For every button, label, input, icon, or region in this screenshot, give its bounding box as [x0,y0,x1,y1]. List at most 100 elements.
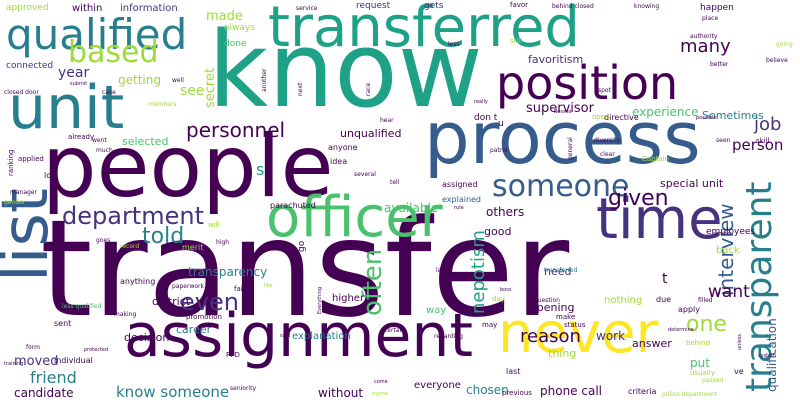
word-still: still [510,37,523,45]
word-assignment: assignment [124,301,473,371]
word-rhyme: rhyme [372,391,389,397]
word-anyone: anyone [328,143,358,152]
word-decision: decision [124,331,170,344]
word-behind-closed: behind closed [552,3,594,10]
word-clear: clear [600,151,615,158]
word-ranking: ranking [7,149,15,176]
word-rule: rule [454,205,464,211]
word-based: based [68,35,159,70]
word-chosen: chosen [466,383,509,397]
word-special-unit: special unit [660,177,724,190]
word-selected: selected [122,135,169,148]
word-promotion: promotion [186,313,222,321]
word-said: said [280,333,291,339]
word-everything: Everything [317,286,323,314]
word-service: service [296,5,318,12]
word-way: way [426,305,447,316]
word-lack: lack [436,267,449,274]
word-place: place [702,15,719,22]
word-don-t: don t [474,113,498,123]
word-status: status [564,321,586,329]
word-regarding: regarding [434,333,463,340]
word-explained: explained [442,195,482,204]
word-information: information [120,3,178,14]
word-bosses: Bosses [554,109,572,115]
word-another: another [261,68,268,92]
word-given: given [608,186,669,211]
word-person: person [732,136,784,154]
word-one: one [686,312,727,337]
word-really: really [474,99,488,105]
word-like: like [264,283,273,289]
word-favor: favor [510,1,529,9]
word-moved: moved [14,354,59,369]
word-explanation: explanation [292,331,351,342]
word-ppd: PPD [226,351,240,359]
word-know-someone: know someone [116,383,230,400]
word-unless: unless [737,333,743,350]
word-someone: someone [492,169,630,204]
word-getting: getting [118,73,161,87]
word-went: went [92,137,107,144]
word-boss: boss [500,287,512,293]
word-better: better [710,61,729,68]
word-form: form [26,344,40,351]
word-believe: believe [766,57,788,64]
word-personnel: personnel [186,118,286,142]
word-make: make [556,313,576,321]
word-people: people [42,117,334,217]
word-parachuted: parachuted [270,201,316,210]
word-go: go [297,240,307,252]
word-choose: choose [348,279,366,285]
word-fair: fair [234,285,246,293]
word-much: much [96,147,113,154]
word-individual: individual [54,356,93,365]
word-record: record [120,243,140,250]
word-spot: spot [598,87,611,94]
word-phone-call: phone call [540,384,602,398]
word-question: question [534,297,560,304]
word-performance: performance [330,309,363,315]
word-transferred-small: transferred [544,267,578,274]
word-directive: directive [604,113,639,122]
word-may: may [482,321,498,329]
word-tell: tell [390,179,400,186]
word-system: system [758,353,777,359]
word-training: training [4,361,24,367]
word-others: others [486,205,525,219]
word-good: good [484,225,512,238]
word-told: told [142,224,185,249]
word-position: position [496,56,679,110]
word-applied: applied [18,155,44,163]
word-done: done [224,39,247,49]
word-process: process [424,96,701,180]
word-closed-door: closed door [4,89,39,96]
word-gets: gets [424,1,444,11]
word-manager: manager [10,189,37,196]
word-connected: connected [6,61,54,71]
word-even: even [180,288,239,316]
word-less: less [448,41,460,48]
word-captain: Captain [642,155,670,163]
word-without: without [318,386,364,400]
word-possible: possible [696,115,717,121]
word-secret: secret [203,67,218,108]
word-protected: protected [84,347,109,353]
word-submit: submit [70,81,88,87]
word-favoritism: favoritism [528,53,584,66]
word-u: u [498,119,504,129]
word-approved: approved [6,3,49,13]
word-anything: anything [120,277,156,286]
word-come: come [374,379,388,385]
word-answer: answer [632,337,672,350]
word-friend: friend [30,368,77,387]
word-candidate: candidate [14,386,74,400]
word-want: want [708,282,750,302]
word-seniority: seniority [230,385,256,392]
word-work: work [596,329,626,343]
word-sometimes: Sometimes [702,109,764,122]
word-certain: certain [384,327,405,334]
word-within: within [72,3,103,14]
word-criteria: criteria [628,387,657,396]
